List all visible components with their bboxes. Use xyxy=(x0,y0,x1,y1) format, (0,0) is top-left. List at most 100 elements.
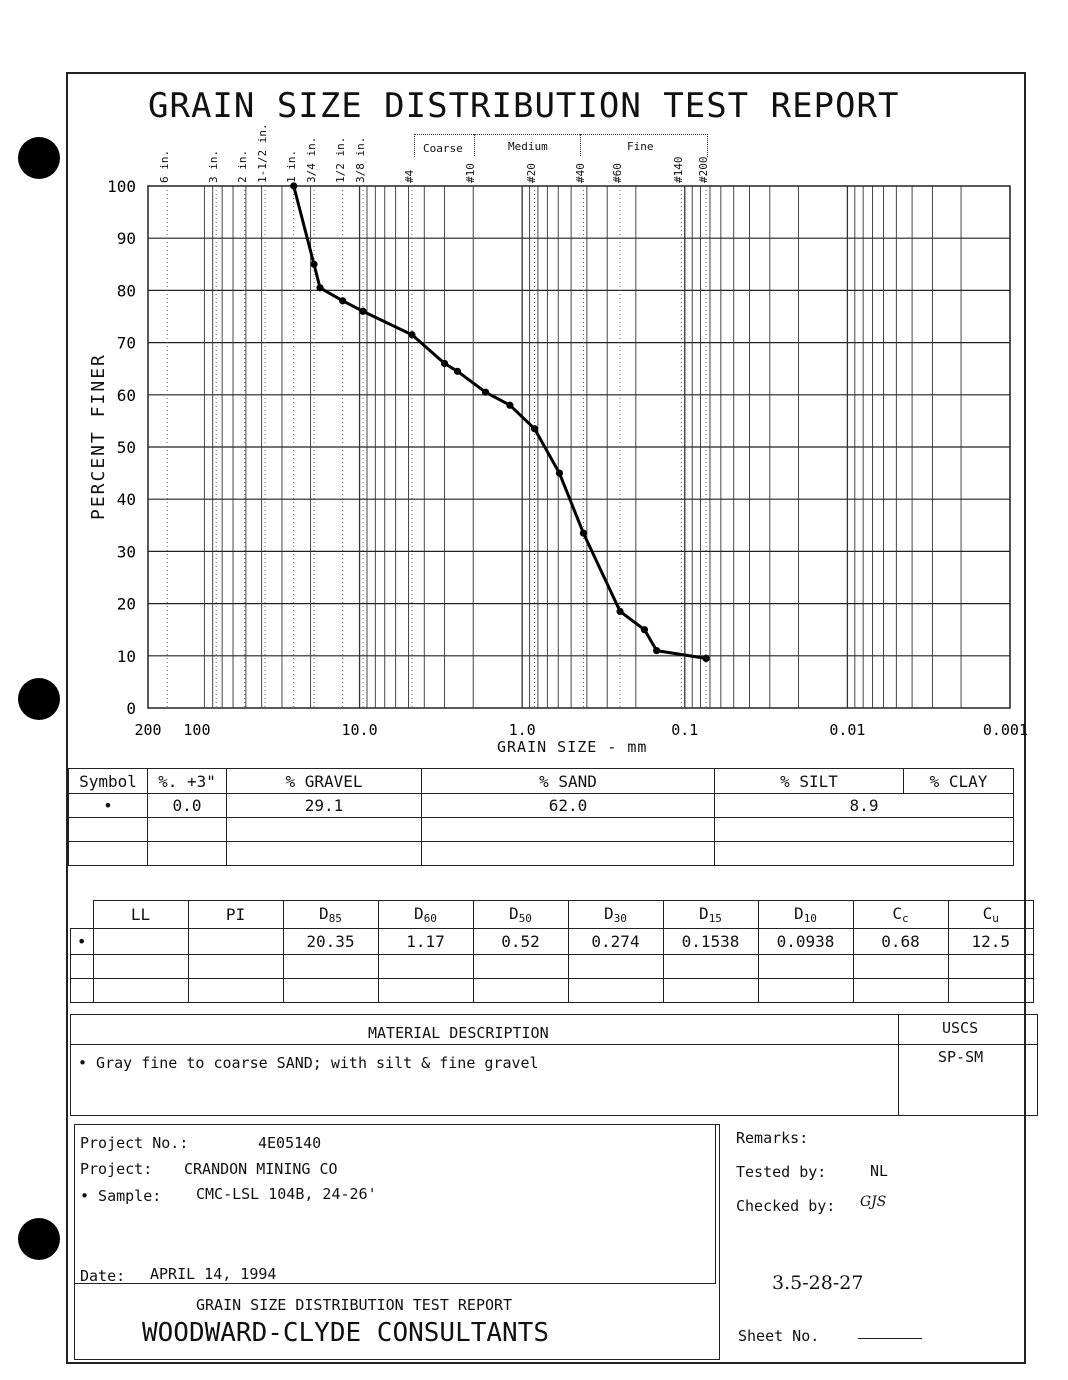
cell-d85: 20.35 xyxy=(282,928,379,955)
y-tick-label: 70 xyxy=(117,334,136,353)
cell-d15: 0.1538 xyxy=(662,928,759,955)
footer-report-title: GRAIN SIZE DISTRIBUTION TEST REPORT xyxy=(196,1296,513,1314)
data-point xyxy=(440,359,449,368)
x-tick-label: 0.001 xyxy=(983,721,1028,739)
sheet-no-label: Sheet No. xyxy=(738,1327,820,1345)
project-label: Project: xyxy=(80,1160,153,1178)
project-name: CRANDON MINING CO xyxy=(184,1160,338,1178)
data-point xyxy=(506,401,514,409)
y-tick-label: 50 xyxy=(117,438,136,457)
material-header-line xyxy=(70,1044,1038,1045)
y-tick-label: 0 xyxy=(126,699,136,718)
data-point xyxy=(310,260,318,268)
uscs-divider xyxy=(898,1014,899,1116)
cell-pi xyxy=(187,928,284,955)
data-point xyxy=(555,469,564,477)
report-title: GRAIN SIZE DISTRIBUTION TEST REPORT xyxy=(148,86,900,126)
checked-by-label: Checked by: xyxy=(736,1197,836,1215)
zone-medium: Medium xyxy=(508,140,548,153)
data-point xyxy=(339,297,347,305)
sheet-no-line xyxy=(858,1338,922,1339)
col-silt: % SILT xyxy=(714,768,904,794)
sand-zone-box xyxy=(414,134,708,157)
cell-gravel: 29.1 xyxy=(226,793,422,818)
cell-cc: 0.68 xyxy=(852,928,949,955)
data-point xyxy=(453,367,462,375)
col-gravel: % GRAVEL xyxy=(226,768,422,794)
x-tick-label: 0.01 xyxy=(829,721,865,739)
x-tick-label: 200 xyxy=(134,721,161,739)
x-tick-label: 10.0 xyxy=(341,721,377,739)
sample-value: CMC-LSL 104B, 24-26' xyxy=(196,1185,377,1203)
col-symbol: Symbol xyxy=(68,768,148,794)
data-point xyxy=(530,425,539,433)
summary-table: Symbol %. +3" % GRAVEL % SAND % SILT % C… xyxy=(68,768,1014,866)
data-point xyxy=(359,307,367,315)
company-name: WOODWARD-CLYDE CONSULTANTS xyxy=(142,1318,549,1348)
cell-sand: 62.0 xyxy=(421,793,715,818)
y-axis-label: PERCENT FINER xyxy=(88,353,109,520)
y-tick-label: 100 xyxy=(107,177,136,196)
zone-coarse: Coarse xyxy=(423,142,463,155)
col-cc: Cc xyxy=(852,900,949,929)
cell-symbol: • xyxy=(68,793,148,818)
y-tick-label: 80 xyxy=(117,281,136,300)
data-point xyxy=(579,529,588,537)
col-d85: D85 xyxy=(282,900,379,929)
data-point xyxy=(481,388,490,396)
punch-hole-middle xyxy=(18,678,60,720)
zone-divider-2 xyxy=(580,134,581,156)
material-description: • Gray fine to coarse SAND; with silt & … xyxy=(78,1054,539,1072)
cell-plus3: 0.0 xyxy=(147,793,227,818)
col-sand: % SAND xyxy=(421,768,715,794)
project-number-label: Project No.: xyxy=(80,1134,189,1152)
x-tick-label: 1.0 xyxy=(509,721,536,739)
col-d30: D30 xyxy=(567,900,664,929)
cell-cu: 12.5 xyxy=(947,928,1034,955)
data-point xyxy=(702,654,710,663)
checked-by-signature: GJS xyxy=(860,1194,887,1210)
col-cu: Cu xyxy=(947,900,1034,929)
remarks-label: Remarks: xyxy=(736,1129,809,1147)
col-pi: PI xyxy=(187,900,284,929)
col-ll: LL xyxy=(92,900,189,929)
data-point xyxy=(316,284,324,292)
col-d15: D15 xyxy=(662,900,759,929)
params-table: LL PI D85 D60 D50 D30 D15 D10 Cc Cu • 20… xyxy=(70,900,1034,1003)
x-tick-label: 0.1 xyxy=(671,721,698,739)
data-point xyxy=(408,331,416,339)
project-inner-box xyxy=(74,1124,716,1284)
tested-by-value: NL xyxy=(870,1162,889,1180)
col-d10: D10 xyxy=(757,900,854,929)
y-tick-label: 60 xyxy=(117,386,136,405)
material-header: MATERIAL DESCRIPTION xyxy=(368,1024,549,1042)
date-value: APRIL 14, 1994 xyxy=(150,1265,277,1283)
x-tick-label: 100 xyxy=(183,721,210,739)
material-box xyxy=(70,1014,1038,1116)
col-d50: D50 xyxy=(472,900,569,929)
cell-symbol-2: • xyxy=(70,928,94,955)
cell-d60: 1.17 xyxy=(377,928,474,955)
data-point xyxy=(640,626,649,634)
zone-fine: Fine xyxy=(627,140,654,153)
punch-hole-bottom xyxy=(18,1218,60,1260)
cell-ll xyxy=(92,928,189,955)
y-tick-label: 40 xyxy=(117,490,136,509)
handwritten-number: 3.5-28-27 xyxy=(772,1272,864,1294)
tested-by-label: Tested by: xyxy=(736,1163,827,1181)
cell-d10: 0.0938 xyxy=(757,928,854,955)
data-point xyxy=(653,646,661,655)
zone-divider-1 xyxy=(474,134,475,156)
data-point xyxy=(616,607,624,616)
date-label: Date: xyxy=(80,1267,126,1285)
data-point xyxy=(290,182,298,190)
y-tick-label: 90 xyxy=(117,229,136,248)
report-frame xyxy=(66,72,1026,1364)
cell-silt-clay: 8.9 xyxy=(714,793,1014,818)
uscs-header: USCS xyxy=(942,1019,979,1037)
x-axis-label: GRAIN SIZE - mm xyxy=(497,738,648,756)
sample-label: • Sample: xyxy=(80,1187,162,1205)
cell-d30: 0.274 xyxy=(567,928,664,955)
uscs-value: SP-SM xyxy=(938,1048,984,1066)
